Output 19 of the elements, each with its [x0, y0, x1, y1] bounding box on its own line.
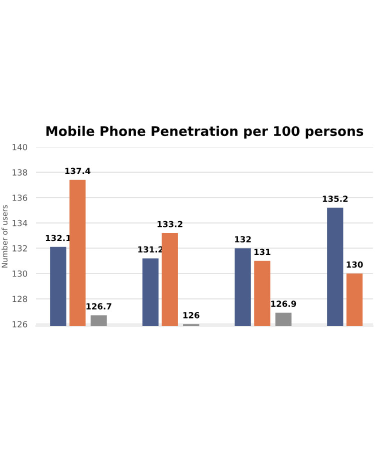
data-label: 126.7 — [86, 303, 112, 310]
data-label: 130 — [346, 261, 363, 268]
data-label: 135.2 — [322, 196, 348, 202]
data-label: 131 — [254, 248, 270, 256]
y-tick-label: 128 — [12, 296, 28, 302]
y-tick-label: 132 — [12, 245, 27, 252]
y-tick-label: 130 — [12, 270, 28, 277]
data-label: 126.9 — [271, 300, 296, 307]
y-tick-label: 140 — [12, 144, 28, 150]
y-tick-label: 136 — [12, 194, 28, 201]
data-label: 132.1 — [46, 234, 71, 242]
y-tick-label: 134 — [12, 220, 28, 226]
data-label: 133.2 — [158, 220, 182, 228]
data-label: 137.4 — [65, 168, 90, 174]
data-label: 132 — [235, 236, 251, 242]
data-label: 126 — [183, 312, 200, 318]
y-tick-label: 138 — [12, 169, 28, 176]
y-tick-label: 126 — [12, 321, 28, 328]
chart-title: Mobile Phone Penetration per 100 persons — [46, 126, 364, 139]
